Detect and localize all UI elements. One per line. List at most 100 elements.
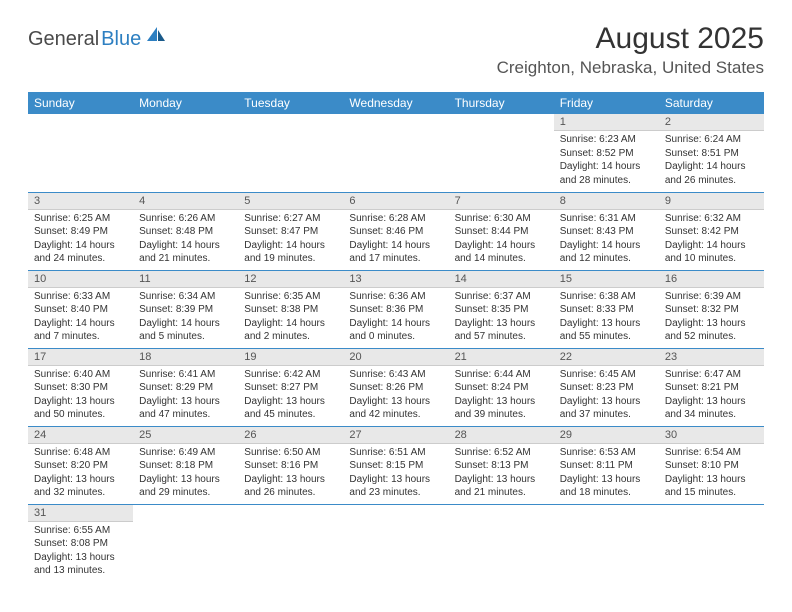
sunset-line: Sunset: 8:39 PM xyxy=(139,303,232,317)
day-details: Sunrise: 6:53 AMSunset: 8:11 PMDaylight:… xyxy=(554,444,659,504)
daylight-line: Daylight: 13 hours and 39 minutes. xyxy=(455,395,548,422)
calendar-day-cell: 31Sunrise: 6:55 AMSunset: 8:08 PMDayligh… xyxy=(28,504,133,582)
daylight-line: Daylight: 13 hours and 23 minutes. xyxy=(349,473,442,500)
daylight-line: Daylight: 14 hours and 14 minutes. xyxy=(455,239,548,266)
day-details: Sunrise: 6:27 AMSunset: 8:47 PMDaylight:… xyxy=(238,210,343,270)
calendar-day-cell: 22Sunrise: 6:45 AMSunset: 8:23 PMDayligh… xyxy=(554,348,659,426)
sunrise-line: Sunrise: 6:38 AM xyxy=(560,290,653,304)
daylight-line: Daylight: 13 hours and 18 minutes. xyxy=(560,473,653,500)
daylight-line: Daylight: 13 hours and 50 minutes. xyxy=(34,395,127,422)
sunset-line: Sunset: 8:40 PM xyxy=(34,303,127,317)
calendar-day-cell: 24 Sunrise: 6:48 AMSunset: 8:20 PMDayligh… xyxy=(28,426,133,504)
sunset-line: Sunset: 8:11 PM xyxy=(560,459,653,473)
sunset-line: Sunset: 8:20 PM xyxy=(34,459,127,473)
sunset-line: Sunset: 8:23 PM xyxy=(560,381,653,395)
calendar-day-cell xyxy=(449,114,554,192)
day-number: 16 xyxy=(659,271,764,288)
day-details: Sunrise: 6:45 AMSunset: 8:23 PMDaylight:… xyxy=(554,366,659,426)
empty-day xyxy=(554,505,659,521)
calendar-day-cell: 26Sunrise: 6:50 AMSunset: 8:16 PMDayligh… xyxy=(238,426,343,504)
daylight-line: Daylight: 13 hours and 34 minutes. xyxy=(665,395,758,422)
sunset-line: Sunset: 8:49 PM xyxy=(34,225,127,239)
day-details: Sunrise: 6:38 AMSunset: 8:33 PMDaylight:… xyxy=(554,288,659,348)
daylight-line: Daylight: 13 hours and 13 minutes. xyxy=(34,551,127,578)
calendar-day-cell xyxy=(554,504,659,582)
day-number: 25 xyxy=(133,427,238,444)
daylight-line: Daylight: 14 hours and 19 minutes. xyxy=(244,239,337,266)
sunrise-line: Sunrise: 6:40 AM xyxy=(34,368,127,382)
sunset-line: Sunset: 8:36 PM xyxy=(349,303,442,317)
sunrise-line: Sunrise: 6:47 AM xyxy=(665,368,758,382)
calendar-week-row: 24Sunrise: 6:48 AMSunset: 8:20 PMDayligh… xyxy=(28,426,764,504)
calendar-day-cell: 19Sunrise: 6:42 AMSunset: 8:27 PMDayligh… xyxy=(238,348,343,426)
calendar-day-cell: 23Sunrise: 6:47 AMSunset: 8:21 PMDayligh… xyxy=(659,348,764,426)
day-number: 24 xyxy=(28,427,133,444)
day-details: Sunrise: 6:42 AMSunset: 8:27 PMDaylight:… xyxy=(238,366,343,426)
sunset-line: Sunset: 8:51 PM xyxy=(665,147,758,161)
sunrise-line: Sunrise: 6:52 AM xyxy=(455,446,548,460)
day-details: Sunrise: 6:52 AMSunset: 8:13 PMDaylight:… xyxy=(449,444,554,504)
empty-day xyxy=(449,114,554,130)
day-details: Sunrise: 6:40 AMSunset: 8:30 PMDaylight:… xyxy=(28,366,133,426)
day-number: 11 xyxy=(133,271,238,288)
empty-day xyxy=(133,505,238,521)
daylight-line: Daylight: 13 hours and 26 minutes. xyxy=(244,473,337,500)
calendar-week-row: 10Sunrise: 6:33 AMSunset: 8:40 PMDayligh… xyxy=(28,270,764,348)
sunrise-line: Sunrise: 6:25 AM xyxy=(34,212,127,226)
calendar-day-cell: 13Sunrise: 6:36 AMSunset: 8:36 PMDayligh… xyxy=(343,270,448,348)
sunset-line: Sunset: 8:46 PM xyxy=(349,225,442,239)
daylight-line: Daylight: 13 hours and 32 minutes. xyxy=(34,473,127,500)
sunrise-line: Sunrise: 6:23 AM xyxy=(560,133,653,147)
day-number: 28 xyxy=(449,427,554,444)
calendar-day-cell xyxy=(343,504,448,582)
daylight-line: Daylight: 13 hours and 47 minutes. xyxy=(139,395,232,422)
sunset-line: Sunset: 8:24 PM xyxy=(455,381,548,395)
sunset-line: Sunset: 8:18 PM xyxy=(139,459,232,473)
calendar-day-cell xyxy=(133,114,238,192)
day-number: 17 xyxy=(28,349,133,366)
calendar-day-cell xyxy=(343,114,448,192)
calendar-day-cell: 20Sunrise: 6:43 AMSunset: 8:26 PMDayligh… xyxy=(343,348,448,426)
calendar-day-cell: 17Sunrise: 6:40 AMSunset: 8:30 PMDayligh… xyxy=(28,348,133,426)
day-details: Sunrise: 6:24 AMSunset: 8:51 PMDaylight:… xyxy=(659,131,764,191)
logo-sail-icon xyxy=(145,25,167,48)
sunrise-line: Sunrise: 6:28 AM xyxy=(349,212,442,226)
logo: General Blue xyxy=(28,28,167,51)
empty-day xyxy=(238,505,343,521)
calendar-day-cell: 29Sunrise: 6:53 AMSunset: 8:11 PMDayligh… xyxy=(554,426,659,504)
day-details: Sunrise: 6:30 AMSunset: 8:44 PMDaylight:… xyxy=(449,210,554,270)
daylight-line: Daylight: 14 hours and 2 minutes. xyxy=(244,317,337,344)
title-block: August 2025 Creighton, Nebraska, United … xyxy=(497,22,764,78)
sunrise-line: Sunrise: 6:54 AM xyxy=(665,446,758,460)
calendar-day-cell: 15Sunrise: 6:38 AMSunset: 8:33 PMDayligh… xyxy=(554,270,659,348)
calendar-day-cell xyxy=(238,114,343,192)
daylight-line: Daylight: 14 hours and 17 minutes. xyxy=(349,239,442,266)
day-number: 29 xyxy=(554,427,659,444)
calendar-day-cell: 3Sunrise: 6:25 AMSunset: 8:49 PMDaylight… xyxy=(28,192,133,270)
day-number: 10 xyxy=(28,271,133,288)
sunset-line: Sunset: 8:30 PM xyxy=(34,381,127,395)
dayname-row: SundayMondayTuesdayWednesdayThursdayFrid… xyxy=(28,92,764,114)
day-number: 4 xyxy=(133,193,238,210)
day-number: 6 xyxy=(343,193,448,210)
sunrise-line: Sunrise: 6:36 AM xyxy=(349,290,442,304)
empty-day xyxy=(28,114,133,130)
daylight-line: Daylight: 13 hours and 45 minutes. xyxy=(244,395,337,422)
dayname-header: Sunday xyxy=(28,92,133,114)
daylight-line: Daylight: 13 hours and 29 minutes. xyxy=(139,473,232,500)
day-details: Sunrise: 6:26 AMSunset: 8:48 PMDaylight:… xyxy=(133,210,238,270)
day-details: Sunrise: 6:50 AMSunset: 8:16 PMDaylight:… xyxy=(238,444,343,504)
calendar-day-cell: 12Sunrise: 6:35 AMSunset: 8:38 PMDayligh… xyxy=(238,270,343,348)
day-number: 7 xyxy=(449,193,554,210)
day-details: Sunrise: 6:33 AMSunset: 8:40 PMDaylight:… xyxy=(28,288,133,348)
day-details: Sunrise: 6:37 AMSunset: 8:35 PMDaylight:… xyxy=(449,288,554,348)
daylight-line: Daylight: 14 hours and 5 minutes. xyxy=(139,317,232,344)
day-details: Sunrise: 6:36 AMSunset: 8:36 PMDaylight:… xyxy=(343,288,448,348)
header: General Blue August 2025 Creighton, Nebr… xyxy=(28,22,764,78)
day-number: 15 xyxy=(554,271,659,288)
calendar-day-cell: 7Sunrise: 6:30 AMSunset: 8:44 PMDaylight… xyxy=(449,192,554,270)
daylight-line: Daylight: 14 hours and 26 minutes. xyxy=(665,160,758,187)
dayname-header: Monday xyxy=(133,92,238,114)
day-number: 23 xyxy=(659,349,764,366)
sunrise-line: Sunrise: 6:48 AM xyxy=(34,446,127,460)
